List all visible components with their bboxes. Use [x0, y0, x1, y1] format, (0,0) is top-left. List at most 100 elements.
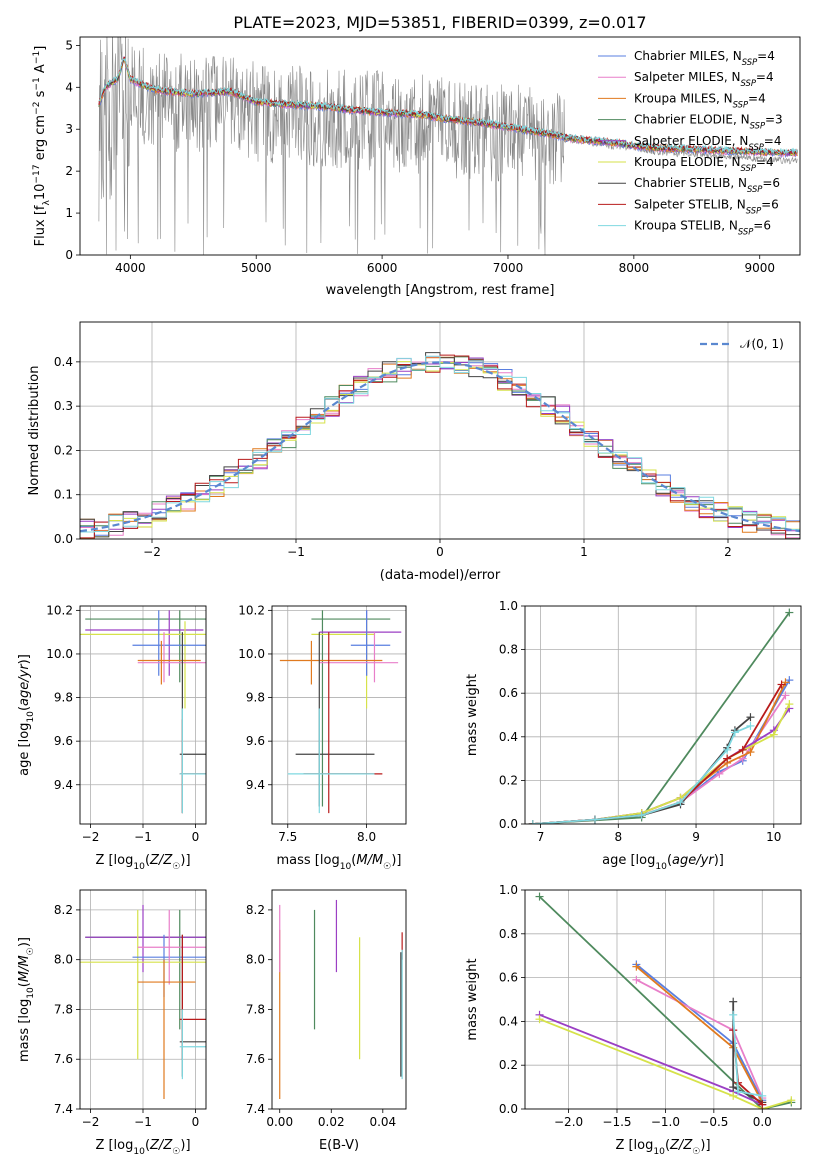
y-axis-label-part: −17: [32, 164, 42, 183]
plot-area-mass_vs_z: [80, 890, 206, 1109]
legend-label-part: =4: [757, 49, 775, 63]
axes-frame: [524, 605, 802, 825]
legend-label-part: Chabrier STELIB, N: [634, 176, 747, 190]
y-axis-label: mass weight: [465, 958, 480, 1040]
y-tick-label: 0.4: [499, 730, 518, 744]
legend-label-part: =3: [765, 113, 783, 127]
legend-label: Chabrier MILES, NSSP=4: [634, 49, 775, 67]
legend-label-part: =4: [756, 155, 774, 169]
plot-area-mass_vs_ebv: [279, 899, 403, 1100]
axes-frame: [524, 889, 802, 1110]
y-tick-label: 7.8: [246, 1002, 265, 1016]
x-axis-label-part: 10: [655, 862, 667, 872]
y-tick-label: 9.6: [54, 734, 73, 748]
axes-frame: [271, 605, 407, 825]
x-tick-label: 9000: [744, 261, 775, 275]
histogram-step: [80, 355, 800, 533]
y-tick-label: 0.2: [499, 1058, 518, 1072]
panel-age_vs_mass: 7.5 8.0 9.4 9.6 9.8 10.0 10.2 mass [log10(M/M☉)…: [238, 603, 407, 872]
y-axis-label-part: s: [33, 90, 48, 101]
y-tick-label: 8.0: [54, 953, 73, 967]
y-tick-label: 10.2: [46, 603, 73, 617]
x-axis-label: Z [log10(Z/Z☉)]: [95, 853, 190, 872]
x-axis-label-part: (: [145, 853, 150, 868]
x-tick-label: −1: [287, 545, 305, 559]
x-tick-label: 0.0: [753, 1115, 772, 1129]
y-tick-label: 7.6: [246, 1052, 265, 1066]
y-axis-label-part: mass [log: [17, 999, 32, 1062]
y-tick-label: 8.2: [54, 903, 73, 917]
y-axis-label-part: ]: [33, 46, 48, 51]
y-axis-label-part: −1: [32, 77, 42, 90]
x-tick-label: 0: [192, 830, 200, 844]
figure-title: PLATE=2023, MJD=53851, FIBERID=0399, z=0…: [233, 13, 646, 32]
y-axis-label: Flux [fλ10−17 erg cm−2 s−1 A−1]: [32, 46, 52, 247]
y-axis-label-part: 10: [26, 711, 36, 723]
legend-label-part: SSP: [738, 227, 754, 237]
x-axis-label: (data-model)/error: [380, 568, 501, 583]
legend-label-part: Kroupa ELODIE, N: [634, 155, 741, 169]
x-tick-label: 5000: [241, 261, 272, 275]
legend-label: 𝒩(0, 1): [740, 337, 784, 351]
y-tick-label: 9.4: [246, 778, 265, 792]
x-axis-label-part: )]: [391, 853, 401, 868]
legend-label: Chabrier STELIB, NSSP=6: [634, 176, 780, 194]
x-axis-label-part: Z [log: [615, 1138, 653, 1153]
x-tick-label: 0.02: [318, 1115, 345, 1129]
x-tick-label: −1: [134, 830, 152, 844]
x-axis-label-part: mass [log: [277, 853, 340, 868]
x-tick-label: 7000: [493, 261, 524, 275]
y-tick-label: 10.2: [238, 603, 265, 617]
x-axis-label: mass [log10(M/M☉)]: [277, 853, 402, 872]
legend-label: Salpeter STELIB, NSSP=6: [634, 197, 779, 215]
y-tick-label: 5: [65, 38, 73, 52]
plot-area-mass_weight_vs_z: [525, 890, 801, 1109]
plot-area-mass_weight_vs_age: [525, 606, 801, 824]
x-tick-label: −1: [134, 1115, 152, 1129]
y-tick-label: 9.6: [246, 734, 265, 748]
x-axis-label-part: )]: [180, 853, 190, 868]
legend-label: Kroupa STELIB, NSSP=6: [634, 219, 771, 237]
axes-frame: [79, 605, 207, 825]
axes-frame: [79, 36, 801, 256]
y-tick-label: 10.0: [46, 647, 73, 661]
x-axis-label-part: 10: [340, 862, 352, 872]
x-axis-label-part: )]: [180, 1138, 190, 1153]
axes-frame: [271, 889, 407, 1110]
x-tick-label: 1: [580, 545, 588, 559]
legend-label-part: Kroupa STELIB, N: [634, 219, 738, 233]
legend-label: Salpeter MILES, NSSP=4: [634, 70, 774, 88]
legend-label-part: Kroupa MILES, N: [634, 91, 733, 105]
y-tick-label: 0.8: [499, 927, 518, 941]
y-tick-label: 7.8: [54, 1002, 73, 1016]
x-tick-label: −2: [82, 1115, 100, 1129]
x-axis-label-part: age [log: [602, 853, 655, 868]
panel-residuals: −2 −1 0 1 2 0.0 0.1 0.2 0.3 0.4 (data-model)/error…: [27, 321, 801, 583]
y-axis-label: mass [log10(M/M☉)]: [17, 937, 36, 1062]
legend-label-part: =4: [756, 70, 774, 84]
y-axis-label-part: 10: [26, 987, 36, 999]
x-axis-label-part: 10: [133, 862, 145, 872]
y-tick-label: 1.0: [499, 599, 518, 613]
panel-age_vs_z: −2 −1 09.49.69.810.010.2Z [log10(Z/Z☉)]age…: [17, 603, 207, 872]
x-tick-label: −2.0: [554, 1115, 583, 1129]
x-tick-label: −1.5: [602, 1115, 631, 1129]
legend-label-part: =4: [748, 91, 766, 105]
y-axis-label-part: )]: [17, 937, 32, 947]
x-axis-label-part: ☉: [172, 1147, 180, 1157]
legend-label-part: =4: [764, 134, 782, 148]
x-axis-label-part: M/M: [356, 853, 383, 868]
y-tick-label: 1.0: [499, 883, 518, 897]
x-tick-label: 6000: [367, 261, 398, 275]
x-axis-label: E(B-V): [319, 1138, 359, 1153]
y-tick-label: 0.0: [499, 1102, 518, 1116]
x-tick-label: 8: [614, 830, 622, 844]
y-axis-label-part: 10: [33, 184, 48, 201]
x-axis-label-part: )]: [714, 853, 724, 868]
x-axis-label-part: 10: [133, 1147, 145, 1157]
plot-area-residuals: [80, 322, 800, 539]
x-tick-label: 4000: [115, 261, 146, 275]
x-tick-label: 8.0: [357, 830, 376, 844]
